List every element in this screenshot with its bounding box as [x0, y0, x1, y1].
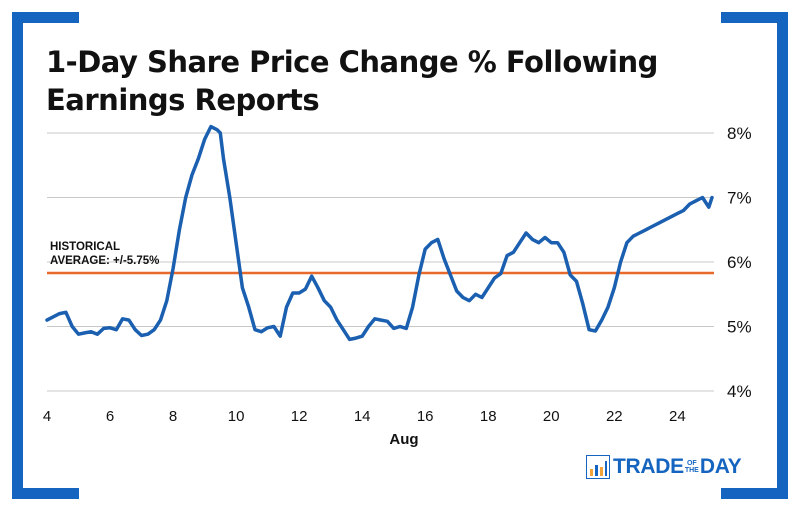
- logo-bar-chart-icon: [586, 455, 610, 479]
- x-axis-label: Aug: [389, 431, 418, 448]
- frame-left-bracket-bottom-cap: [12, 488, 79, 499]
- frame-left-bracket: [12, 12, 23, 499]
- chart-title-line-2: Earnings Reports: [46, 83, 320, 117]
- x-tick-label: 20: [543, 408, 560, 425]
- frame-right-bracket-top-cap: [721, 12, 788, 23]
- x-tick-label: 22: [606, 408, 623, 425]
- trade-of-the-day-logo: TRADE OF THE DAY: [586, 452, 742, 482]
- frame-right-bracket-bottom-cap: [721, 488, 788, 499]
- x-tick-label: 10: [228, 408, 245, 425]
- x-tick-label: 8: [169, 408, 177, 425]
- y-tick-label: 4%: [727, 382, 752, 401]
- y-tick-label: 5%: [727, 318, 752, 337]
- x-tick-label: 24: [669, 408, 686, 425]
- logo-text-the: THE: [684, 467, 699, 474]
- x-tick-label: 6: [106, 408, 114, 425]
- x-tick-label: 12: [291, 408, 308, 425]
- historical-average-label-line-2: AVERAGE: +/-5.75%: [50, 255, 159, 267]
- x-tick-label: 18: [480, 408, 497, 425]
- y-axis-tick-labels: 4% 5% 6% 7% 8%: [727, 124, 752, 401]
- frame-left-bracket-top-cap: [12, 12, 79, 23]
- logo-text-of: OF: [686, 460, 697, 467]
- logo-text-of-the: OF THE: [685, 460, 699, 474]
- frame-right-bracket: [777, 12, 788, 499]
- logo-text-trade: TRADE: [613, 455, 684, 478]
- x-tick-label: 16: [417, 408, 434, 425]
- x-tick-label: 14: [354, 408, 371, 425]
- logo-text-day: DAY: [699, 455, 742, 478]
- gridlines: [47, 132, 714, 392]
- y-tick-label: 6%: [727, 253, 752, 272]
- chart-title: 1-Day Share Price Change % Following Ear…: [46, 43, 686, 119]
- x-tick-label: 4: [43, 408, 51, 425]
- historical-average-label-line-1: HISTORICAL: [50, 241, 120, 253]
- y-tick-label: 8%: [727, 124, 752, 143]
- y-tick-label: 7%: [727, 189, 752, 208]
- x-axis-tick-labels: 4 6 8 10 12 14 16 18 20 22 24: [43, 408, 686, 425]
- chart-title-line-1: 1-Day Share Price Change % Following: [46, 45, 658, 79]
- share-price-change-series-line: [45, 124, 714, 342]
